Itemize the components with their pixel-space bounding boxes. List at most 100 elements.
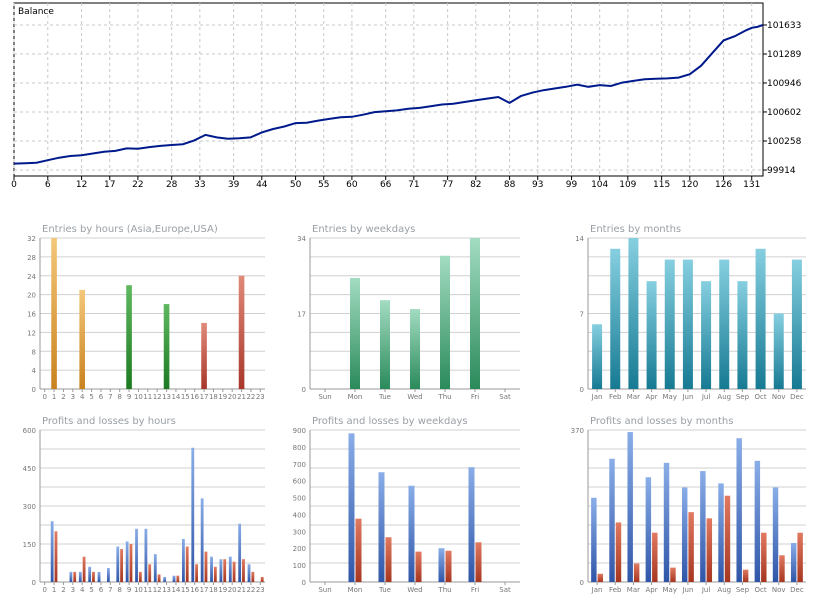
panel-ytick-label: 700 (293, 461, 306, 469)
balance-xtick-label: 115 (653, 180, 670, 190)
bar (592, 324, 603, 389)
balance-xtick-label: 104 (591, 180, 608, 190)
panel-title: Entries by weekdays (312, 224, 415, 235)
panel-xtick-label: 17 (200, 393, 209, 401)
panel-xtick-label: Dec (790, 586, 804, 594)
balance-ytick-label: 101633 (767, 21, 801, 31)
bar (737, 281, 748, 389)
balance-ytick-label: 101289 (767, 50, 802, 60)
bar (440, 255, 450, 389)
loss-bar (615, 522, 622, 582)
panel-ytick-label: 14 (575, 235, 584, 243)
panel-xtick-label: Jul (701, 586, 711, 594)
panel-xtick-label: Fri (471, 586, 479, 594)
balance-xtick-label: 39 (228, 180, 240, 190)
profit-bar (408, 485, 415, 582)
bar (664, 259, 675, 389)
panel-xtick-label: 22 (246, 393, 255, 401)
profit-bar (107, 568, 110, 582)
panel-xtick-label: 10 (134, 586, 143, 594)
panel-xtick-label: Mar (627, 393, 640, 401)
panel-xtick-label: Sat (499, 586, 511, 594)
panel-xtick-label: 14 (171, 393, 180, 401)
loss-bar (779, 555, 785, 582)
loss-bar (797, 532, 803, 582)
panel-xtick-label: 5 (89, 393, 93, 401)
panel-xtick-label: Oct (755, 393, 767, 401)
loss-bar (129, 544, 133, 582)
balance-xtick-label: 33 (194, 180, 205, 190)
panel-ytick-label: 0 (302, 579, 306, 587)
panel-ytick-label: 200 (293, 545, 306, 553)
balance-xtick-label: 66 (380, 180, 392, 190)
profit-bar (116, 546, 120, 582)
balance-xtick-label: 6 (45, 180, 51, 190)
profit-bar (378, 472, 385, 582)
balance-xtick-label: 99 (566, 180, 578, 190)
panel-xtick-label: 18 (209, 393, 218, 401)
balance-xtick-label: 55 (318, 180, 329, 190)
panel-xtick-label: Thu (437, 586, 451, 594)
loss-bar (597, 573, 604, 582)
balance-line (13, 24, 764, 165)
panel-4: Profits and losses by hours6004503001500… (23, 416, 265, 594)
panel-xtick-label: Tue (378, 393, 391, 401)
profit-bar (228, 556, 232, 582)
balance-xtick-label: 28 (166, 180, 178, 190)
loss-bar (242, 559, 245, 582)
panel-ytick-label: 20 (27, 292, 36, 300)
panel-xtick-label: 17 (200, 586, 209, 594)
panel-ytick-label: 400 (293, 511, 306, 519)
bar (610, 248, 621, 389)
profit-bar (210, 556, 213, 582)
balance-xtick-label: 93 (532, 180, 543, 190)
panel-xtick-label: Nov (772, 393, 786, 401)
bar (719, 259, 730, 389)
balance-ytick-label: 99914 (767, 166, 796, 176)
panel-xtick-label: Apr (646, 586, 658, 594)
bar (682, 259, 693, 389)
profit-bar (627, 432, 633, 582)
panel-xtick-label: Nov (772, 586, 786, 594)
panel-xtick-label: 1 (52, 393, 56, 401)
panel-xtick-label: Dec (790, 393, 804, 401)
balance-xtick-label: 109 (619, 180, 636, 190)
profit-bar (191, 447, 195, 582)
panel-xtick-label: 6 (99, 586, 104, 594)
panel-xtick-label: 22 (246, 586, 255, 594)
panel-ytick-label: 100 (293, 562, 306, 570)
balance-ytick-label: 100602 (767, 108, 801, 118)
balance-xtick-label: 44 (256, 180, 268, 190)
panel-ytick-label: 24 (27, 273, 36, 281)
loss-bar (706, 518, 713, 582)
profit-bar (247, 564, 251, 582)
bar (51, 238, 57, 389)
panel-xtick-label: 4 (80, 393, 85, 401)
panel-xtick-label: 21 (237, 393, 246, 401)
loss-bar (223, 559, 227, 582)
panel-xtick-label: 20 (228, 586, 237, 594)
loss-bar (742, 569, 749, 582)
panel-xtick-label: 8 (117, 393, 121, 401)
bar (126, 285, 132, 389)
profit-bar (348, 433, 355, 582)
panel-title: Entries by months (590, 224, 681, 235)
panel-xtick-label: 12 (153, 586, 162, 594)
panel-xtick-label: 6 (99, 393, 104, 401)
panel-xtick-label: 15 (181, 393, 190, 401)
panel-xtick-label: 2 (61, 586, 65, 594)
panel-xtick-label: Feb (609, 393, 622, 401)
panel-xtick-label: Jun (681, 586, 693, 594)
balance-chart: 101633 101289 100946 100602 100258 99914 0 6 12 1… (11, 2, 802, 190)
panel-xtick-label: 4 (80, 586, 85, 594)
balance-xtick-label: 0 (11, 180, 17, 190)
panel-xtick-label: Sun (318, 586, 331, 594)
panel-ytick-label: 7 (580, 311, 584, 319)
bar (628, 238, 639, 389)
panel-xtick-label: Mon (348, 586, 363, 594)
bar (470, 238, 480, 389)
profit-bar (238, 523, 242, 582)
panel-xtick-label: Jun (681, 393, 693, 401)
loss-bar (232, 561, 236, 582)
